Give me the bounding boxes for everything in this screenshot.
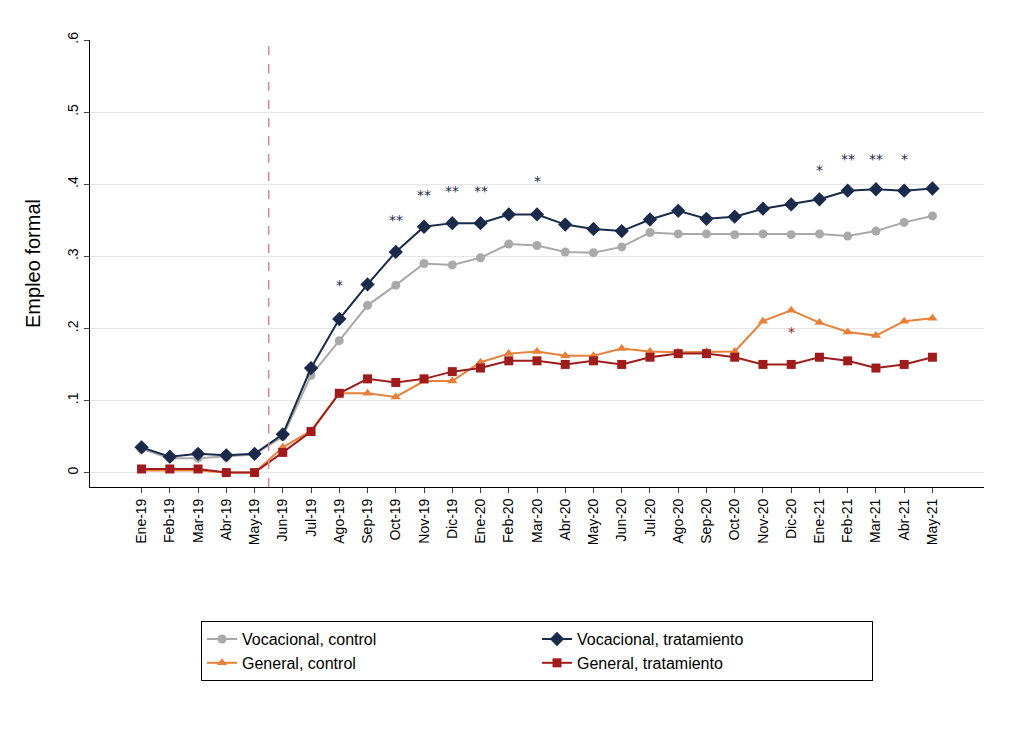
- svg-text:Oct-19: Oct-19: [387, 498, 403, 540]
- svg-text:.1: .1: [65, 392, 81, 404]
- svg-text:.2: .2: [65, 320, 81, 332]
- svg-text:Dic-19: Dic-19: [444, 498, 460, 539]
- svg-text:*: *: [816, 162, 823, 178]
- svg-text:**: **: [389, 212, 403, 228]
- svg-text:Jun-20: Jun-20: [613, 498, 629, 541]
- svg-text:**: **: [445, 183, 459, 199]
- svg-text:Vocacional, tratamiento: Vocacional, tratamiento: [577, 631, 743, 648]
- svg-text:*: *: [901, 151, 908, 167]
- svg-text:Ago-20: Ago-20: [670, 498, 686, 543]
- svg-text:Abr-21: Abr-21: [896, 498, 912, 540]
- svg-text:Ago-19: Ago-19: [331, 498, 347, 543]
- svg-text:.4: .4: [65, 176, 81, 188]
- svg-text:0: 0: [65, 466, 81, 474]
- svg-text:Jun-19: Jun-19: [274, 498, 290, 541]
- svg-text:Dic-20: Dic-20: [783, 498, 799, 539]
- svg-text:Mar-19: Mar-19: [190, 498, 206, 543]
- svg-text:.3: .3: [65, 248, 81, 260]
- svg-text:Nov-20: Nov-20: [755, 498, 771, 543]
- svg-text:*: *: [788, 324, 795, 340]
- svg-text:*: *: [336, 277, 343, 293]
- svg-text:.6: .6: [65, 32, 81, 44]
- svg-text:Ene-21: Ene-21: [811, 498, 827, 543]
- svg-text:General, control: General, control: [242, 655, 356, 672]
- svg-text:.5: .5: [65, 104, 81, 116]
- svg-text:Oct-20: Oct-20: [726, 498, 742, 540]
- svg-text:Nov-19: Nov-19: [416, 498, 432, 543]
- svg-text:**: **: [869, 151, 883, 167]
- svg-text:Jul-20: Jul-20: [642, 498, 658, 536]
- svg-text:Sep-20: Sep-20: [698, 498, 714, 543]
- svg-text:Sep-19: Sep-19: [359, 498, 375, 543]
- svg-text:May-21: May-21: [924, 498, 940, 545]
- svg-text:May-19: May-19: [246, 498, 262, 545]
- svg-text:**: **: [417, 187, 431, 203]
- svg-text:Feb-21: Feb-21: [839, 498, 855, 543]
- svg-text:Jul-19: Jul-19: [303, 498, 319, 536]
- svg-text:Ene-19: Ene-19: [133, 498, 149, 543]
- svg-text:*: *: [534, 173, 541, 189]
- svg-text:Ene-20: Ene-20: [472, 498, 488, 543]
- svg-text:Mar-20: Mar-20: [529, 498, 545, 543]
- svg-text:**: **: [841, 151, 855, 167]
- svg-text:Mar-21: Mar-21: [867, 498, 883, 543]
- svg-text:Feb-20: Feb-20: [500, 498, 516, 543]
- svg-text:General, tratamiento: General, tratamiento: [577, 655, 723, 672]
- svg-text:Vocacional, control: Vocacional, control: [242, 631, 376, 648]
- svg-text:Abr-20: Abr-20: [557, 498, 573, 540]
- svg-text:**: **: [474, 183, 488, 199]
- svg-text:Empleo formal: Empleo formal: [22, 199, 44, 328]
- svg-text:May-20: May-20: [585, 498, 601, 545]
- svg-text:Feb-19: Feb-19: [161, 498, 177, 543]
- svg-text:Abr-19: Abr-19: [218, 498, 234, 540]
